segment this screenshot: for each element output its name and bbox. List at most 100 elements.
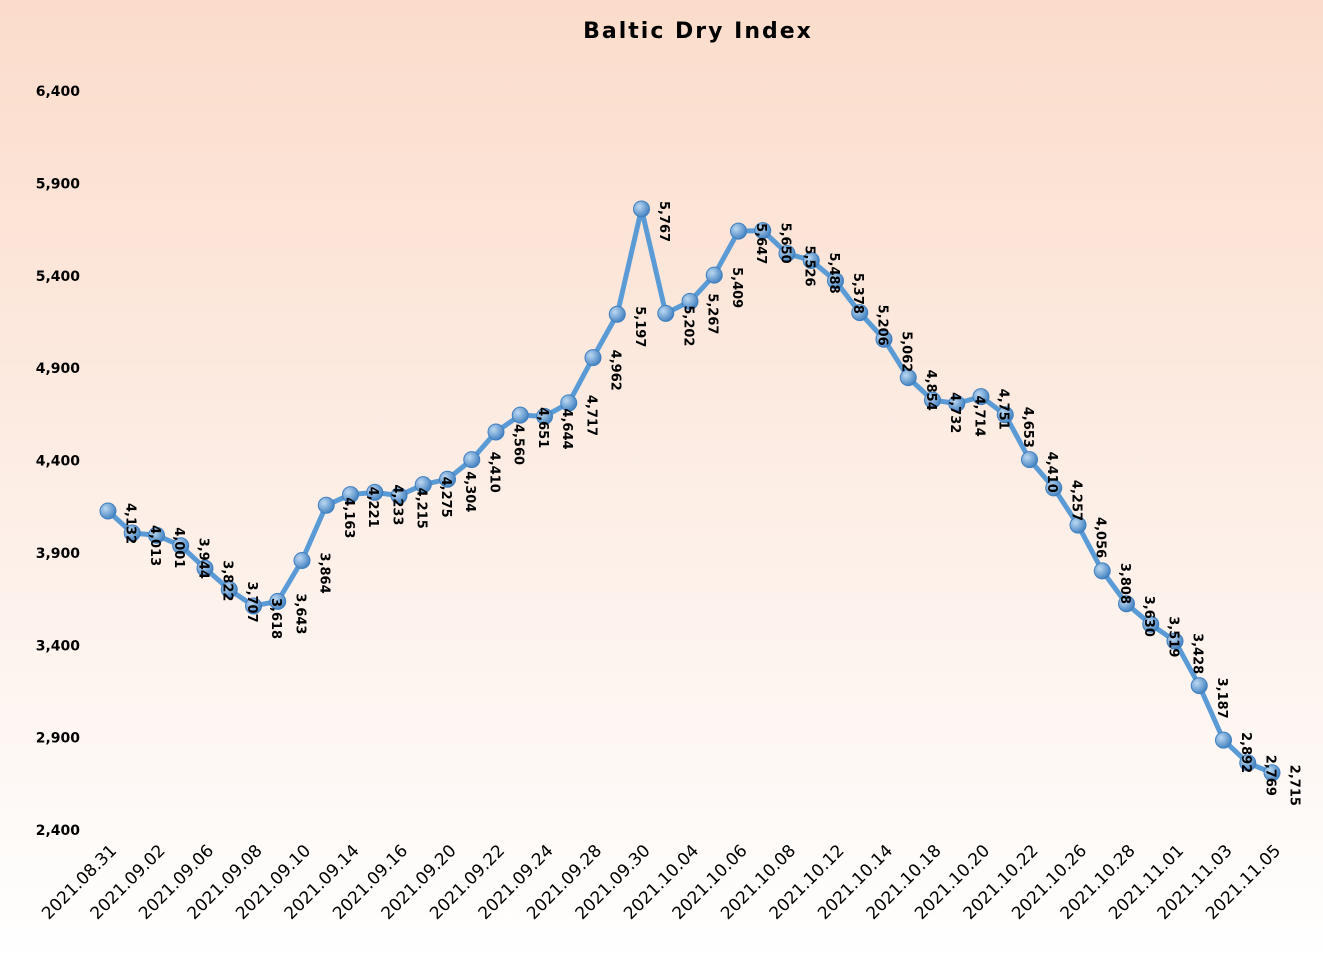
marker: [899, 369, 917, 387]
marker: [123, 524, 141, 542]
value-label: 4,751: [996, 389, 1011, 430]
y-tick-label: 6,400: [36, 84, 81, 100]
marker: [705, 266, 723, 284]
value-label: 4,132: [123, 503, 138, 544]
value-label: 4,221: [365, 487, 380, 528]
value-label: 4,560: [511, 424, 526, 465]
y-tick-label: 4,400: [36, 454, 81, 470]
y-tick-label: 2,900: [36, 731, 81, 747]
value-label: 5,206: [874, 305, 889, 346]
marker: [220, 581, 238, 599]
marker: [584, 349, 602, 367]
marker: [560, 394, 578, 412]
value-label: 5,197: [632, 306, 647, 347]
marker: [851, 304, 869, 322]
y-tick-label: 5,900: [36, 176, 81, 192]
y-tick-label: 2,400: [36, 823, 81, 839]
marker: [657, 304, 675, 322]
marker: [536, 407, 553, 425]
marker: [948, 394, 966, 412]
y-tick-label: 4,900: [36, 361, 81, 377]
marker: [196, 559, 214, 577]
value-label: 2,892: [1238, 732, 1253, 773]
value-label: 4,410: [486, 452, 501, 493]
value-label: 4,410: [1044, 452, 1059, 493]
marker: [1045, 479, 1063, 497]
marker: [317, 496, 335, 514]
marker: [875, 330, 893, 348]
marker: [342, 486, 359, 504]
marker: [269, 592, 287, 610]
value-label: 5,488: [826, 252, 841, 293]
value-label: 4,854: [923, 370, 938, 411]
value-label: 5,062: [899, 331, 914, 372]
marker: [366, 483, 384, 501]
value-label: 3,822: [220, 560, 235, 601]
value-label: 3,707: [244, 582, 259, 623]
value-label: 3,187: [1214, 678, 1229, 719]
marker: [1069, 516, 1087, 534]
value-label: 5,267: [705, 293, 720, 334]
marker: [1190, 677, 1208, 695]
value-label: 4,714: [971, 395, 986, 436]
value-label: 3,428: [1190, 633, 1205, 674]
value-label: 3,630: [1141, 596, 1156, 637]
value-label: 5,378: [850, 273, 865, 314]
marker: [1215, 731, 1232, 749]
y-tick-label: 5,400: [36, 269, 81, 285]
marker: [293, 552, 311, 570]
marker: [390, 487, 408, 505]
marker: [1239, 754, 1257, 772]
value-label: 4,653: [1020, 407, 1035, 448]
value-label: 4,651: [535, 407, 550, 448]
marker: [148, 526, 165, 544]
value-label: 4,732: [947, 392, 962, 433]
value-label: 5,409: [729, 267, 744, 308]
y-tick-label: 3,400: [36, 638, 81, 654]
value-label: 4,275: [438, 477, 453, 518]
marker: [924, 391, 941, 409]
chart-title: Baltic Dry Index: [583, 19, 813, 44]
marker: [487, 423, 505, 441]
value-label: 4,163: [341, 497, 356, 538]
marker: [1166, 632, 1184, 650]
value-label: 3,864: [317, 553, 332, 594]
marker: [730, 222, 747, 240]
marker: [754, 222, 772, 240]
marker: [1118, 595, 1135, 613]
marker: [802, 251, 820, 269]
marker: [1093, 562, 1111, 580]
marker: [99, 502, 117, 520]
marker: [245, 597, 262, 615]
value-label: 4,215: [414, 488, 429, 529]
value-label: 4,717: [583, 395, 598, 436]
marker: [511, 406, 529, 424]
marker: [439, 470, 456, 488]
value-label: 5,202: [680, 305, 695, 346]
y-tick-label: 3,900: [36, 546, 81, 562]
value-label: 4,644: [559, 408, 574, 449]
marker: [778, 244, 796, 262]
marker: [463, 451, 481, 469]
marker: [608, 305, 626, 323]
value-label: 4,001: [171, 527, 186, 568]
value-label: 3,944: [195, 538, 210, 579]
value-label: 5,767: [656, 201, 671, 242]
value-label: 4,962: [608, 350, 623, 391]
value-label: 4,233: [389, 484, 404, 525]
marker: [172, 537, 190, 555]
marker: [827, 272, 844, 290]
marker: [996, 406, 1014, 424]
value-label: 5,647: [753, 223, 768, 264]
value-label: 2,769: [1262, 755, 1277, 796]
marker: [972, 388, 990, 406]
marker: [1142, 615, 1160, 633]
value-label: 3,618: [268, 598, 283, 639]
marker: [1263, 764, 1281, 782]
marker: [681, 292, 699, 310]
value-label: 4,257: [1068, 480, 1083, 521]
value-label: 3,808: [1117, 563, 1132, 604]
marker: [1021, 451, 1038, 469]
